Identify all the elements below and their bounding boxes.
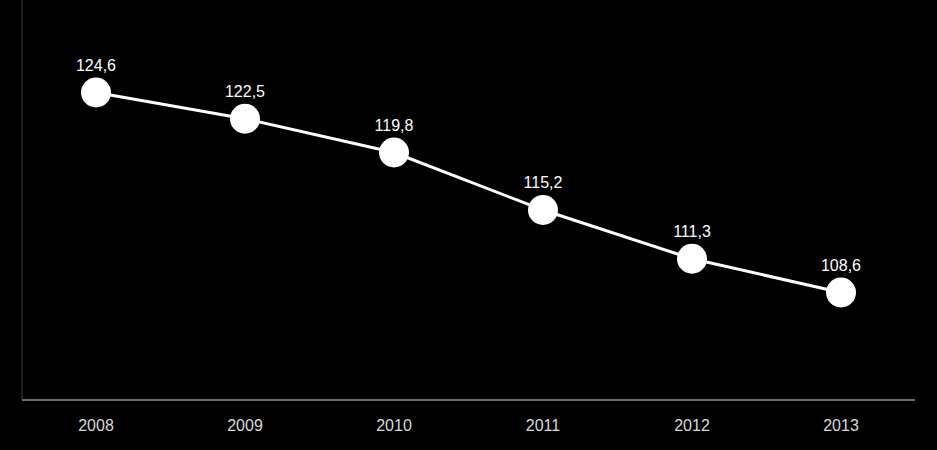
svg-text:124,6: 124,6 [76,57,116,74]
svg-text:2012: 2012 [674,417,710,434]
svg-text:2010: 2010 [376,417,412,434]
svg-text:115,2: 115,2 [524,174,563,191]
svg-text:108,6: 108,6 [821,257,861,274]
svg-text:2013: 2013 [823,417,859,434]
svg-text:111,3: 111,3 [673,223,711,240]
svg-text:2011: 2011 [526,417,561,434]
svg-text:122,5: 122,5 [225,83,265,100]
svg-text:119,8: 119,8 [375,117,414,134]
svg-text:2009: 2009 [227,417,263,434]
svg-text:2008: 2008 [78,417,114,434]
